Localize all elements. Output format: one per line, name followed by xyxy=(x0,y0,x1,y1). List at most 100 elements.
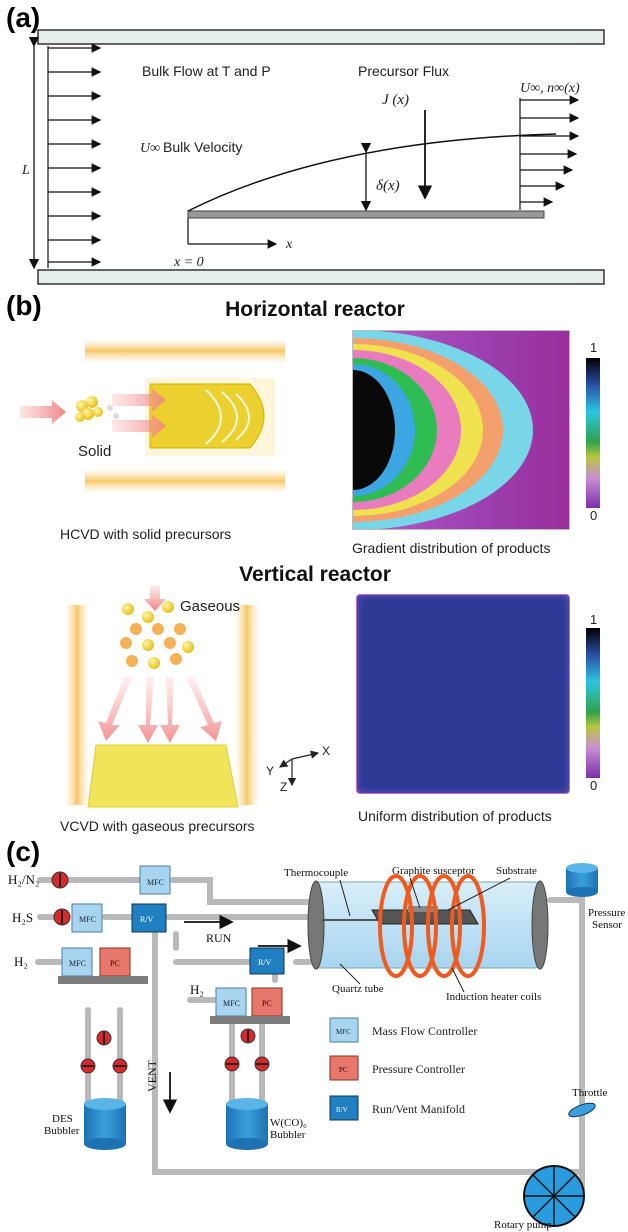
upper-heater xyxy=(85,340,285,362)
pressure-sensor xyxy=(566,863,598,897)
gas-h2n2-label: H₂/N₂ xyxy=(8,872,39,887)
vertical-substrate xyxy=(87,744,239,808)
pc-box-left: PC xyxy=(99,947,131,977)
des-bubbler-label-2: Bubbler xyxy=(44,1125,80,1137)
thermocouple-label: Thermocouple xyxy=(284,867,348,879)
substrate-label: Substrate xyxy=(496,865,537,877)
colorbar-horizontal xyxy=(586,358,600,508)
hcvd-caption: HCVD with solid precursors xyxy=(60,526,232,542)
mfc-box-top: MFC xyxy=(139,865,171,895)
gaseous-label: Gaseous xyxy=(180,598,240,615)
colorbar-vertical-max: 1 xyxy=(590,612,598,627)
xyz-axis-indicator xyxy=(279,750,320,787)
des-bubbler xyxy=(84,1098,126,1150)
gas-h2-mid-label: H₂ xyxy=(190,982,204,997)
gaseous-precursor-particles xyxy=(120,601,194,669)
bulk-flow-label: Bulk Flow at T and P xyxy=(142,63,271,79)
contour-black xyxy=(353,370,395,490)
origin-label: x = 0 xyxy=(173,255,204,270)
vcvd-caption: VCVD with gaseous precursors xyxy=(60,818,255,834)
vent-label: VENT xyxy=(145,1059,159,1092)
wco-bubbler xyxy=(226,1098,268,1150)
mfc-box-h2s: MFC xyxy=(71,903,103,933)
substrate-piece xyxy=(408,906,438,912)
svg-text:MFC: MFC xyxy=(336,1028,351,1036)
svg-text:PC: PC xyxy=(339,1066,348,1074)
gradient-heatmap xyxy=(352,330,570,530)
svg-text:Pressure Controller: Pressure Controller xyxy=(372,1062,465,1076)
x-axis-label: x xyxy=(285,237,293,252)
svg-text:R/V: R/V xyxy=(258,958,272,967)
pressure-sensor-label-2: Sensor xyxy=(592,919,622,931)
svg-text:MFC: MFC xyxy=(223,999,240,1008)
uniform-heatmap xyxy=(356,594,570,794)
axis-z-label: Z xyxy=(280,780,287,794)
svg-text:MFC: MFC xyxy=(147,878,164,887)
uniform-caption: Uniform distribution of products xyxy=(358,808,552,824)
solid-label: Solid xyxy=(78,443,111,460)
bulk-velocity-label: Bulk Velocity xyxy=(163,139,242,155)
wco-bubbler-label-1: W(CO)₆ xyxy=(270,1117,307,1129)
svg-text:MFC: MFC xyxy=(69,959,86,968)
flux-symbol: J (x) xyxy=(382,92,409,108)
length-label: L xyxy=(21,163,30,178)
tube-right-cap xyxy=(531,880,549,970)
throttle-valve xyxy=(568,1102,596,1118)
substrate-plate xyxy=(187,210,545,219)
right-heater xyxy=(236,605,258,805)
mid-manifold-plate xyxy=(210,1016,290,1024)
vertical-reactor-illustration: Gaseous X Y Z xyxy=(66,585,330,808)
top-inlet-arrow xyxy=(144,585,166,611)
graphite-susceptor xyxy=(371,909,479,925)
inlet-velocity-arrows xyxy=(48,43,102,267)
boundary-layer-curve xyxy=(187,133,557,212)
run-label: RUN xyxy=(206,931,232,945)
coils-label: Induction heater coils xyxy=(446,991,541,1003)
pc-box-mid: PC xyxy=(251,987,283,1017)
tube-left-cap xyxy=(307,880,325,970)
deposit-rings xyxy=(205,389,250,445)
outlet-velocity-arrows xyxy=(520,95,580,207)
far-field-label: U∞, n∞(x) xyxy=(520,81,580,96)
bottom-plate xyxy=(37,269,605,285)
precursor-flux-label: Precursor Flux xyxy=(358,63,449,79)
panel-a-boundary-layer-diagram: Bulk Flow at T and P Precursor Flux U∞ B… xyxy=(21,29,605,285)
panel-b-label: (b) xyxy=(6,290,42,321)
vertical-reactor-title: Vertical reactor xyxy=(239,563,391,586)
axis-y-label: Y xyxy=(266,764,274,778)
boundary-thickness-symbol: δ(x) xyxy=(376,178,400,194)
solid-precursor-particles xyxy=(75,396,119,422)
gas-h2-left-label: H₂ xyxy=(14,954,28,969)
downward-flow-arrows xyxy=(98,677,222,743)
inlet-arrow xyxy=(20,400,66,424)
svg-text:Mass Flow Controller: Mass Flow Controller xyxy=(372,1024,477,1038)
svg-text:R/V: R/V xyxy=(140,915,154,924)
des-bubbler-label-1: DES xyxy=(52,1113,73,1125)
graphite-label: Graphite susceptor xyxy=(392,865,475,877)
left-manifold-plate xyxy=(58,976,148,984)
deposit-region xyxy=(149,383,265,449)
wco-bubbler-label-2: Bubbler xyxy=(270,1129,306,1141)
flow-arrows xyxy=(162,914,302,1114)
quartz-label: Quartz tube xyxy=(332,983,384,995)
lower-heater xyxy=(85,470,285,492)
valves xyxy=(51,871,270,1074)
throttle-label: Throttle xyxy=(572,1087,608,1099)
colorbar-horizontal-min: 0 xyxy=(590,508,598,523)
horizontal-reactor-title: Horizontal reactor xyxy=(225,298,405,321)
legend: MFC Mass Flow Controller PC Pressure Con… xyxy=(329,1017,477,1121)
svg-text:PC: PC xyxy=(110,959,120,968)
annotation-leaders xyxy=(339,877,511,993)
left-heater xyxy=(66,605,88,805)
svg-text:MFC: MFC xyxy=(79,915,96,924)
gradient-caption: Gradient distribution of products xyxy=(352,540,551,556)
svg-text:PC: PC xyxy=(262,999,272,1008)
panel-c-label: (c) xyxy=(6,836,41,867)
vapor-flow-arrows xyxy=(112,388,166,438)
bulk-velocity-symbol: U∞ xyxy=(140,141,160,156)
colorbar-vertical xyxy=(586,628,600,778)
axis-x-label: X xyxy=(322,744,330,758)
colorbar-horizontal-max: 1 xyxy=(590,340,598,355)
mfc-box-left: MFC xyxy=(61,947,93,977)
rv-box-run: R/V xyxy=(131,903,167,933)
